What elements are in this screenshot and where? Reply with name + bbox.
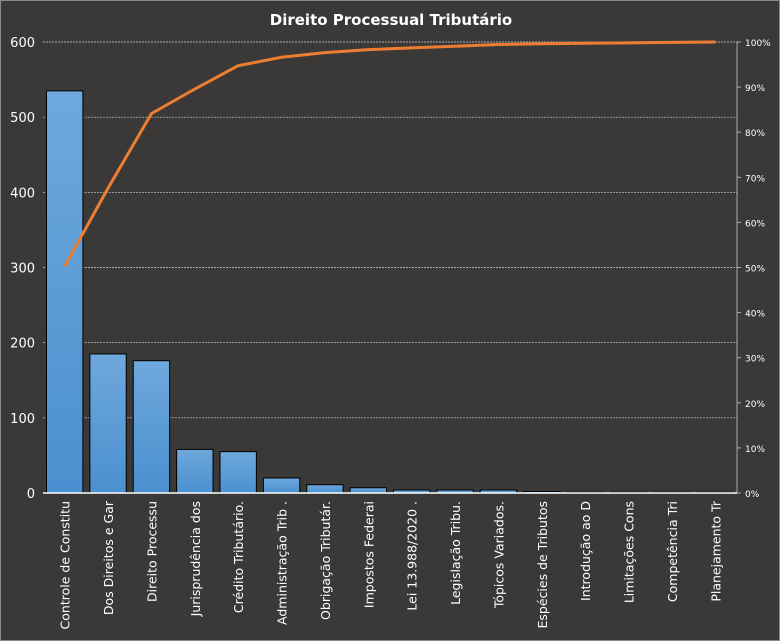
x-tick-label: Limitações Cons	[622, 501, 637, 603]
bar-7	[349, 487, 387, 494]
y-tick-label: 600	[10, 36, 35, 51]
bar-4	[219, 451, 257, 494]
y-tick-label: 200	[10, 337, 35, 352]
bar-1	[89, 353, 127, 494]
bar-2	[132, 360, 171, 494]
y-tick-label: 500	[10, 111, 35, 126]
x-tick-label: Competência Tri	[665, 501, 680, 602]
y2-tick-label: 40%	[745, 310, 765, 320]
x-tick-label: Controle de Constitu	[58, 501, 73, 629]
x-tick-label: Direito Processu	[144, 501, 159, 602]
y2-tick-label: 50%	[745, 265, 765, 275]
x-tick-label: Dos Direitos e Gar	[101, 500, 116, 615]
x-tick-label: Obrigação Tributár.	[318, 501, 333, 620]
y2-tick-label: 70%	[745, 174, 765, 184]
y-tick-label: 400	[10, 186, 35, 201]
y2-tick-label: 80%	[745, 129, 765, 139]
y2-tick-label: 90%	[745, 84, 765, 94]
bar-6	[306, 484, 344, 494]
y2-tick-label: 60%	[745, 219, 765, 229]
y2-tick-label: 30%	[745, 355, 765, 365]
x-tick-label: Legislação Tribu.	[448, 501, 463, 605]
y2-tick-label: 10%	[745, 445, 765, 455]
y-tick-label: 100	[10, 412, 35, 427]
x-tick-label: Jurisprudência dos	[188, 501, 203, 617]
y2-tick-label: 100%	[745, 39, 771, 49]
bar-3	[176, 448, 214, 494]
x-tick-label: Introdução ao D	[578, 501, 593, 601]
x-tick-label: Lei 13.988/2020 .	[405, 501, 420, 611]
x-tick-label: Administração Trib .	[275, 501, 290, 625]
y2-tick-label: 0%	[745, 490, 760, 500]
y-tick-label: 0	[27, 487, 35, 502]
x-tick-label: Crédito Tributário.	[231, 501, 246, 613]
x-tick-label: Tópicos Variados.	[491, 501, 506, 609]
chart-title: Direito Processual Tributário	[270, 11, 512, 29]
x-tick-label: Planejamento Tr	[708, 500, 723, 602]
cumulative-line	[63, 40, 716, 268]
y-tick-label: 300	[10, 262, 35, 277]
y2-tick-label: 20%	[745, 400, 765, 410]
bar-0	[46, 90, 84, 494]
x-tick-label: Impostos Federai	[361, 501, 376, 608]
bar-5	[262, 477, 301, 494]
x-tick-label: Espécies de Tributos	[535, 501, 550, 628]
